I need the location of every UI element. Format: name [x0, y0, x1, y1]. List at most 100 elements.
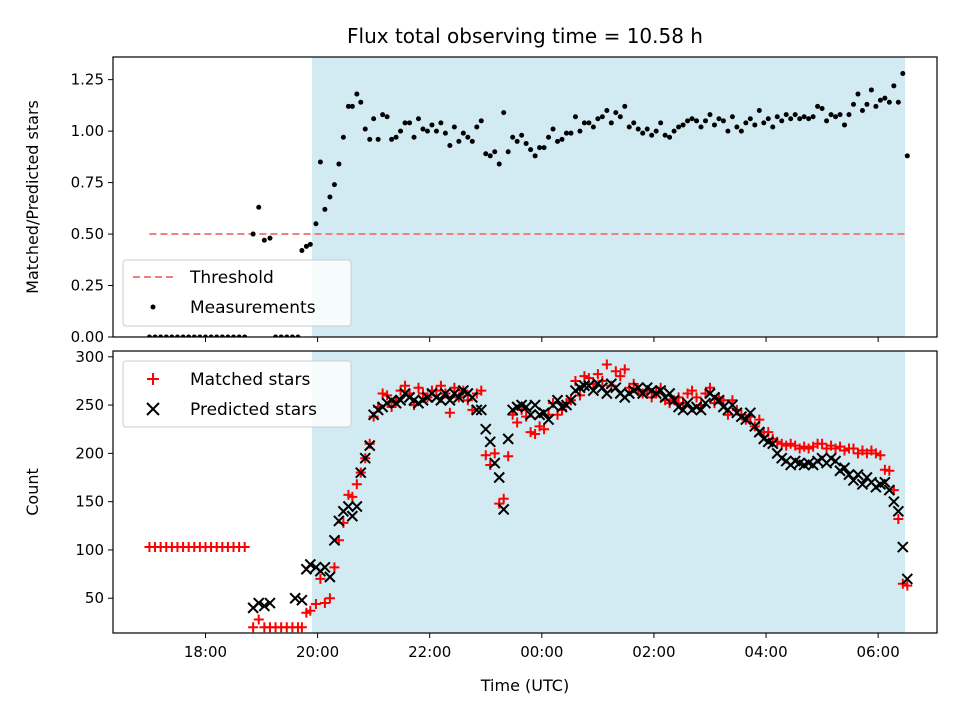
matched-point: [709, 398, 720, 409]
y-tick-label: 0.25: [71, 277, 104, 295]
y-axis-label: Count: [23, 468, 42, 516]
measurement-point: [231, 334, 237, 337]
legend-predicted-swatch: [146, 402, 160, 416]
measurement-point: [877, 97, 883, 103]
matched-point: [704, 382, 715, 393]
predicted-point: [359, 452, 371, 464]
matched-point: [776, 438, 787, 449]
measurement-point: [734, 124, 740, 130]
measurement-point: [752, 122, 758, 128]
measurement-point: [765, 116, 771, 122]
matched-point: [347, 491, 358, 502]
measurement-point: [345, 103, 351, 109]
predicted-point: [897, 541, 909, 553]
plot-area: [144, 351, 913, 633]
matched-point: [305, 605, 316, 616]
predicted-point: [444, 394, 456, 406]
y-tick-label: 50: [85, 589, 104, 607]
predicted-point: [892, 505, 905, 518]
measurement-point: [411, 134, 417, 140]
matched-point: [525, 427, 536, 438]
matched-point: [498, 493, 509, 504]
y-tick-label: 200: [75, 444, 104, 462]
measurement-point: [267, 235, 273, 241]
predicted-point: [713, 394, 725, 406]
measurement-point: [653, 128, 659, 134]
predicted-point: [520, 401, 532, 413]
measurement-point: [859, 108, 865, 114]
matched-point: [444, 407, 455, 418]
measurement-point: [371, 116, 377, 122]
measurement-point: [219, 334, 225, 337]
axes-frame: [112, 350, 938, 634]
matched-point: [727, 395, 738, 406]
measurement-point: [842, 122, 848, 128]
measurement-point: [415, 116, 421, 122]
matched-point: [830, 443, 841, 454]
predicted-point: [740, 413, 752, 426]
matched-point: [239, 542, 250, 553]
measurement-point: [278, 334, 284, 337]
measurement-point: [541, 145, 547, 151]
predicted-point: [524, 409, 537, 421]
measurement-point: [707, 112, 713, 118]
legend-label: Threshold: [189, 268, 274, 288]
predicted-point: [695, 404, 707, 416]
measurement-point: [743, 120, 749, 126]
measurement-point: [577, 128, 583, 134]
measurement-point: [680, 122, 686, 128]
measurement-point: [402, 120, 408, 126]
y-tick-label: 0.00: [71, 328, 104, 346]
predicted-point: [668, 394, 680, 406]
matched-point: [480, 450, 491, 461]
legend-label: Predicted stars: [190, 400, 317, 420]
measurement-point: [208, 334, 214, 337]
measurement-point: [317, 159, 323, 165]
measurement-point: [478, 118, 484, 124]
measurement-point: [617, 114, 623, 120]
predicted-point: [726, 399, 739, 411]
measurement-point: [711, 122, 717, 128]
predicted-point: [888, 495, 900, 508]
predicted-point: [328, 534, 341, 546]
y-tick-label: 100: [75, 541, 104, 559]
measurement-point: [456, 138, 462, 144]
measurement-point: [163, 334, 169, 337]
y-tick-label: 150: [75, 493, 104, 511]
measurement-point: [433, 128, 439, 134]
y-tick-label: 1.00: [71, 122, 104, 140]
measurement-point: [563, 130, 569, 136]
measurement-point: [608, 120, 614, 126]
predicted-point: [601, 387, 613, 400]
predicted-point: [253, 597, 265, 609]
measurement-point: [510, 134, 516, 140]
predicted-point: [677, 404, 689, 416]
legend-matched-swatch: [147, 373, 159, 385]
measurement-point: [774, 114, 780, 120]
predicted-point: [289, 592, 301, 604]
matched-point: [324, 593, 335, 604]
predicted-point: [883, 484, 896, 496]
measurement-point: [895, 99, 901, 105]
measurement-point: [398, 128, 404, 134]
measurement-point: [702, 118, 708, 124]
matched-point: [817, 438, 828, 449]
measurement-point: [256, 204, 262, 210]
predicted-point: [493, 471, 505, 484]
measurement-point: [465, 134, 471, 140]
x-axis-label: Time (UTC): [480, 676, 569, 695]
measurement-point: [725, 128, 731, 134]
measurement-point: [882, 95, 888, 101]
measurement-point: [152, 334, 158, 337]
measurement-point: [837, 112, 843, 118]
measurement-point: [685, 118, 691, 124]
predicted-point: [258, 600, 271, 612]
measurement-point: [250, 231, 256, 237]
legend-box: [122, 360, 352, 428]
measurement-point: [599, 114, 605, 120]
measurement-point: [613, 110, 619, 116]
predicted-point: [264, 597, 276, 609]
y-tick-label: 1.25: [71, 71, 104, 89]
predicted-point: [333, 515, 345, 527]
